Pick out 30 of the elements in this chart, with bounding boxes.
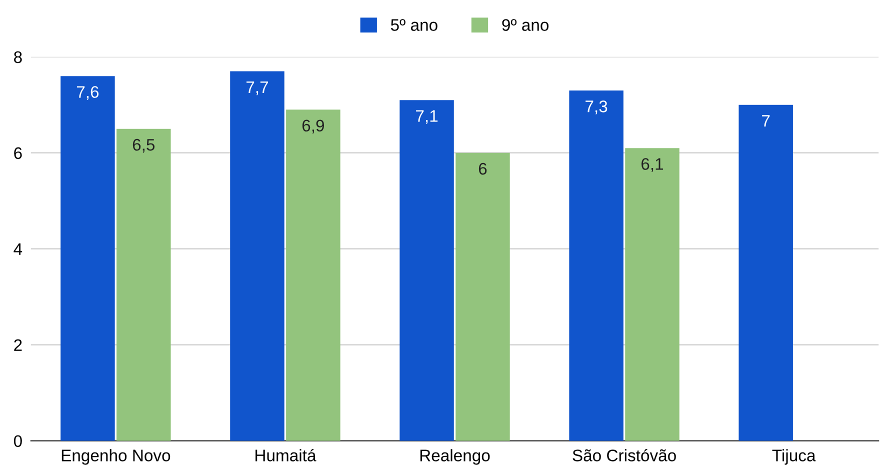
data-label: 6,1 <box>642 158 664 172</box>
y-tick-label: 8 <box>14 51 22 64</box>
x-tick-label: Realengo <box>420 449 490 465</box>
legend-label: 9º ano <box>502 19 549 31</box>
legend-label: 5º ano <box>390 19 438 31</box>
y-tick-label: 0 <box>14 435 22 448</box>
data-label: 6,5 <box>132 138 155 153</box>
y-tick-label: 6 <box>14 147 22 160</box>
bar <box>738 104 793 441</box>
bar <box>625 148 680 441</box>
bar <box>60 76 115 441</box>
data-label: 7 <box>762 115 770 127</box>
bar <box>230 71 284 441</box>
y-tick-label: 2 <box>14 339 22 351</box>
bar <box>286 110 340 441</box>
bar <box>400 100 454 441</box>
x-tick-label: São Cristóvão <box>572 448 676 462</box>
data-label: 6 <box>478 162 487 175</box>
y-tick-label: 4 <box>14 243 22 255</box>
x-tick-label: Humaitá <box>256 448 316 462</box>
data-label: 7,6 <box>76 86 99 100</box>
bar <box>116 128 171 441</box>
data-label: 7,1 <box>416 110 438 124</box>
data-label: 7,7 <box>246 81 268 96</box>
x-tick-label: Engenho Novo <box>62 449 170 465</box>
x-tick-label: Tijuca <box>772 449 816 465</box>
bar <box>569 90 624 441</box>
data-label: 6,9 <box>302 120 324 134</box>
bar <box>456 152 510 441</box>
data-label: 7,3 <box>586 100 608 114</box>
